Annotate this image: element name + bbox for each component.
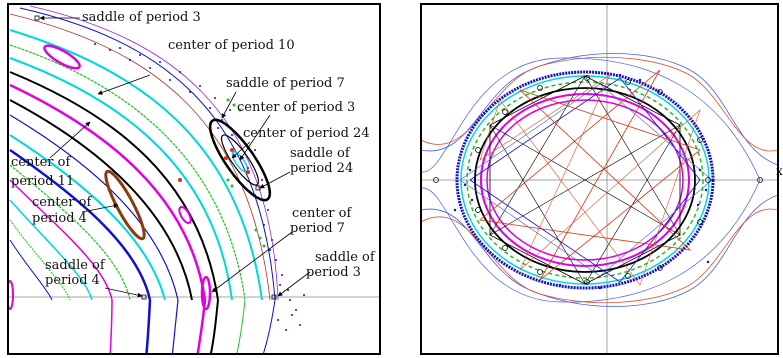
sep-blue-wide-bottom: [421, 179, 761, 303]
orbit-green-1: [9, 44, 246, 301]
label-saddle-period-24-l2: period 24: [290, 161, 353, 176]
label-saddle-period-3-bottom-l1: saddle of: [315, 250, 376, 265]
orbit-blue-inner: [9, 114, 179, 301]
orbit-green-lower: [236, 299, 246, 354]
chord-diamond-light: [459, 83, 713, 277]
orbit-outer-purple: [29, 5, 279, 301]
island-period-10: [43, 44, 81, 70]
orbit-magenta2-lower: [109, 299, 113, 354]
orbit-blue-lower: [171, 299, 179, 354]
orbit-green-right: [466, 81, 704, 279]
left-annotations: saddle of period 3 center of period 10 s…: [11, 10, 376, 298]
label-center-period-4-l1: center of: [32, 195, 92, 210]
orbit-magenta-1: [9, 83, 207, 301]
island-period-3-outer: [208, 118, 272, 202]
island-period-3-inner: [220, 134, 260, 186]
green-chain-left: [226, 98, 266, 248]
island-left-edge: [8, 280, 14, 310]
label-center-period-3: center of period 3: [237, 100, 355, 115]
chaotic-dots-left: [94, 43, 305, 331]
orbit-black-lower: [209, 299, 219, 354]
sep-blue-bottom: [421, 194, 778, 307]
orbit-blue-thick: [9, 148, 152, 301]
orbit-blue-small: [9, 239, 53, 301]
orbit-magenta-right-2: [486, 99, 684, 261]
label-center-period-7-l1: center of: [292, 206, 352, 221]
orbit-green-2: [9, 164, 131, 301]
label-saddle-period-7: saddle of period 7: [226, 76, 345, 91]
orbit-magenta-2: [9, 179, 113, 301]
island-small-magenta: [178, 205, 192, 225]
label-saddle-period-3-top: saddle of period 3: [82, 10, 201, 25]
label-saddle-period-3-bottom-l2: period 3: [306, 265, 361, 280]
orbit-cyan-3: [9, 134, 166, 301]
label-saddle-period-4-l1: saddle of: [45, 258, 106, 273]
island-period-4: [104, 169, 146, 241]
label-center-period-10: center of period 10: [168, 38, 295, 53]
red-markers-left: [178, 148, 250, 182]
label-center-period-4-l2: period 4: [32, 211, 87, 226]
sep-blue-wide-top: [421, 57, 761, 181]
orbit-outer-lower: [262, 299, 276, 354]
orbit-black-1: [9, 71, 219, 301]
orbit-cyan-1: [9, 29, 263, 301]
label-center-period-11-l2: period 11: [11, 174, 74, 189]
island-period-7: [200, 275, 212, 311]
orbit-cyan-4: [9, 199, 93, 301]
node-markers-right: [433, 75, 763, 285]
label-center-period-7-l2: period 7: [290, 221, 345, 236]
orbit-black-2: [9, 99, 193, 301]
label-saddle-period-4-l2: period 4: [45, 273, 100, 288]
orbit-black-right: [474, 87, 696, 273]
label-center-period-11-l1: center of: [11, 155, 71, 170]
right-x-axis-label: x: [776, 164, 783, 178]
orbit-outer-red: [9, 13, 271, 301]
label-center-period-24: center of period 24: [243, 126, 370, 141]
sep-blue-top: [421, 53, 778, 166]
right-panel-border: [420, 3, 779, 355]
orbit-outer-blue: [19, 7, 276, 301]
orbit-cyan-2: [9, 57, 233, 301]
saddle-markers-left: [34, 15, 277, 300]
orbit-green-3: [9, 219, 71, 301]
chord-star-orange: [479, 74, 701, 286]
label-saddle-period-24-l1: saddle of: [290, 146, 351, 161]
left-panel: saddle of period 3 center of period 10 s…: [7, 3, 381, 355]
right-plot-area: [421, 4, 778, 354]
chord-diamond-blue: [469, 77, 701, 283]
right-panel: x: [420, 3, 783, 355]
chaotic-dots-right: [453, 73, 710, 290]
left-panel-border: [7, 3, 381, 355]
orbit-blue-thick-lower: [145, 299, 152, 354]
chord-star-red: [479, 69, 701, 281]
chaotic-band-blue: [455, 70, 715, 290]
